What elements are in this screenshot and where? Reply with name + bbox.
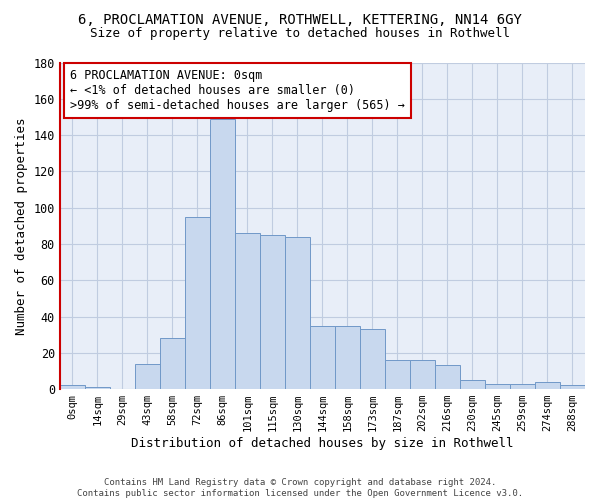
Bar bbox=[210, 118, 235, 389]
Bar bbox=[560, 386, 585, 389]
Y-axis label: Number of detached properties: Number of detached properties bbox=[15, 117, 28, 334]
Text: 6 PROCLAMATION AVENUE: 0sqm
← <1% of detached houses are smaller (0)
>99% of sem: 6 PROCLAMATION AVENUE: 0sqm ← <1% of det… bbox=[70, 69, 405, 112]
Bar bbox=[85, 388, 110, 389]
Bar bbox=[385, 360, 410, 389]
Bar bbox=[160, 338, 185, 389]
Bar bbox=[260, 235, 285, 389]
Bar bbox=[435, 366, 460, 389]
X-axis label: Distribution of detached houses by size in Rothwell: Distribution of detached houses by size … bbox=[131, 437, 514, 450]
Bar bbox=[185, 216, 210, 389]
Text: 6, PROCLAMATION AVENUE, ROTHWELL, KETTERING, NN14 6GY: 6, PROCLAMATION AVENUE, ROTHWELL, KETTER… bbox=[78, 12, 522, 26]
Text: Size of property relative to detached houses in Rothwell: Size of property relative to detached ho… bbox=[90, 28, 510, 40]
Bar bbox=[485, 384, 510, 389]
Bar bbox=[360, 329, 385, 389]
Bar bbox=[60, 386, 85, 389]
Bar bbox=[460, 380, 485, 389]
Bar bbox=[410, 360, 435, 389]
Bar bbox=[535, 382, 560, 389]
Bar bbox=[135, 364, 160, 389]
Bar bbox=[510, 384, 535, 389]
Bar bbox=[235, 233, 260, 389]
Bar bbox=[285, 236, 310, 389]
Bar bbox=[310, 326, 335, 389]
Bar bbox=[335, 326, 360, 389]
Text: Contains HM Land Registry data © Crown copyright and database right 2024.
Contai: Contains HM Land Registry data © Crown c… bbox=[77, 478, 523, 498]
